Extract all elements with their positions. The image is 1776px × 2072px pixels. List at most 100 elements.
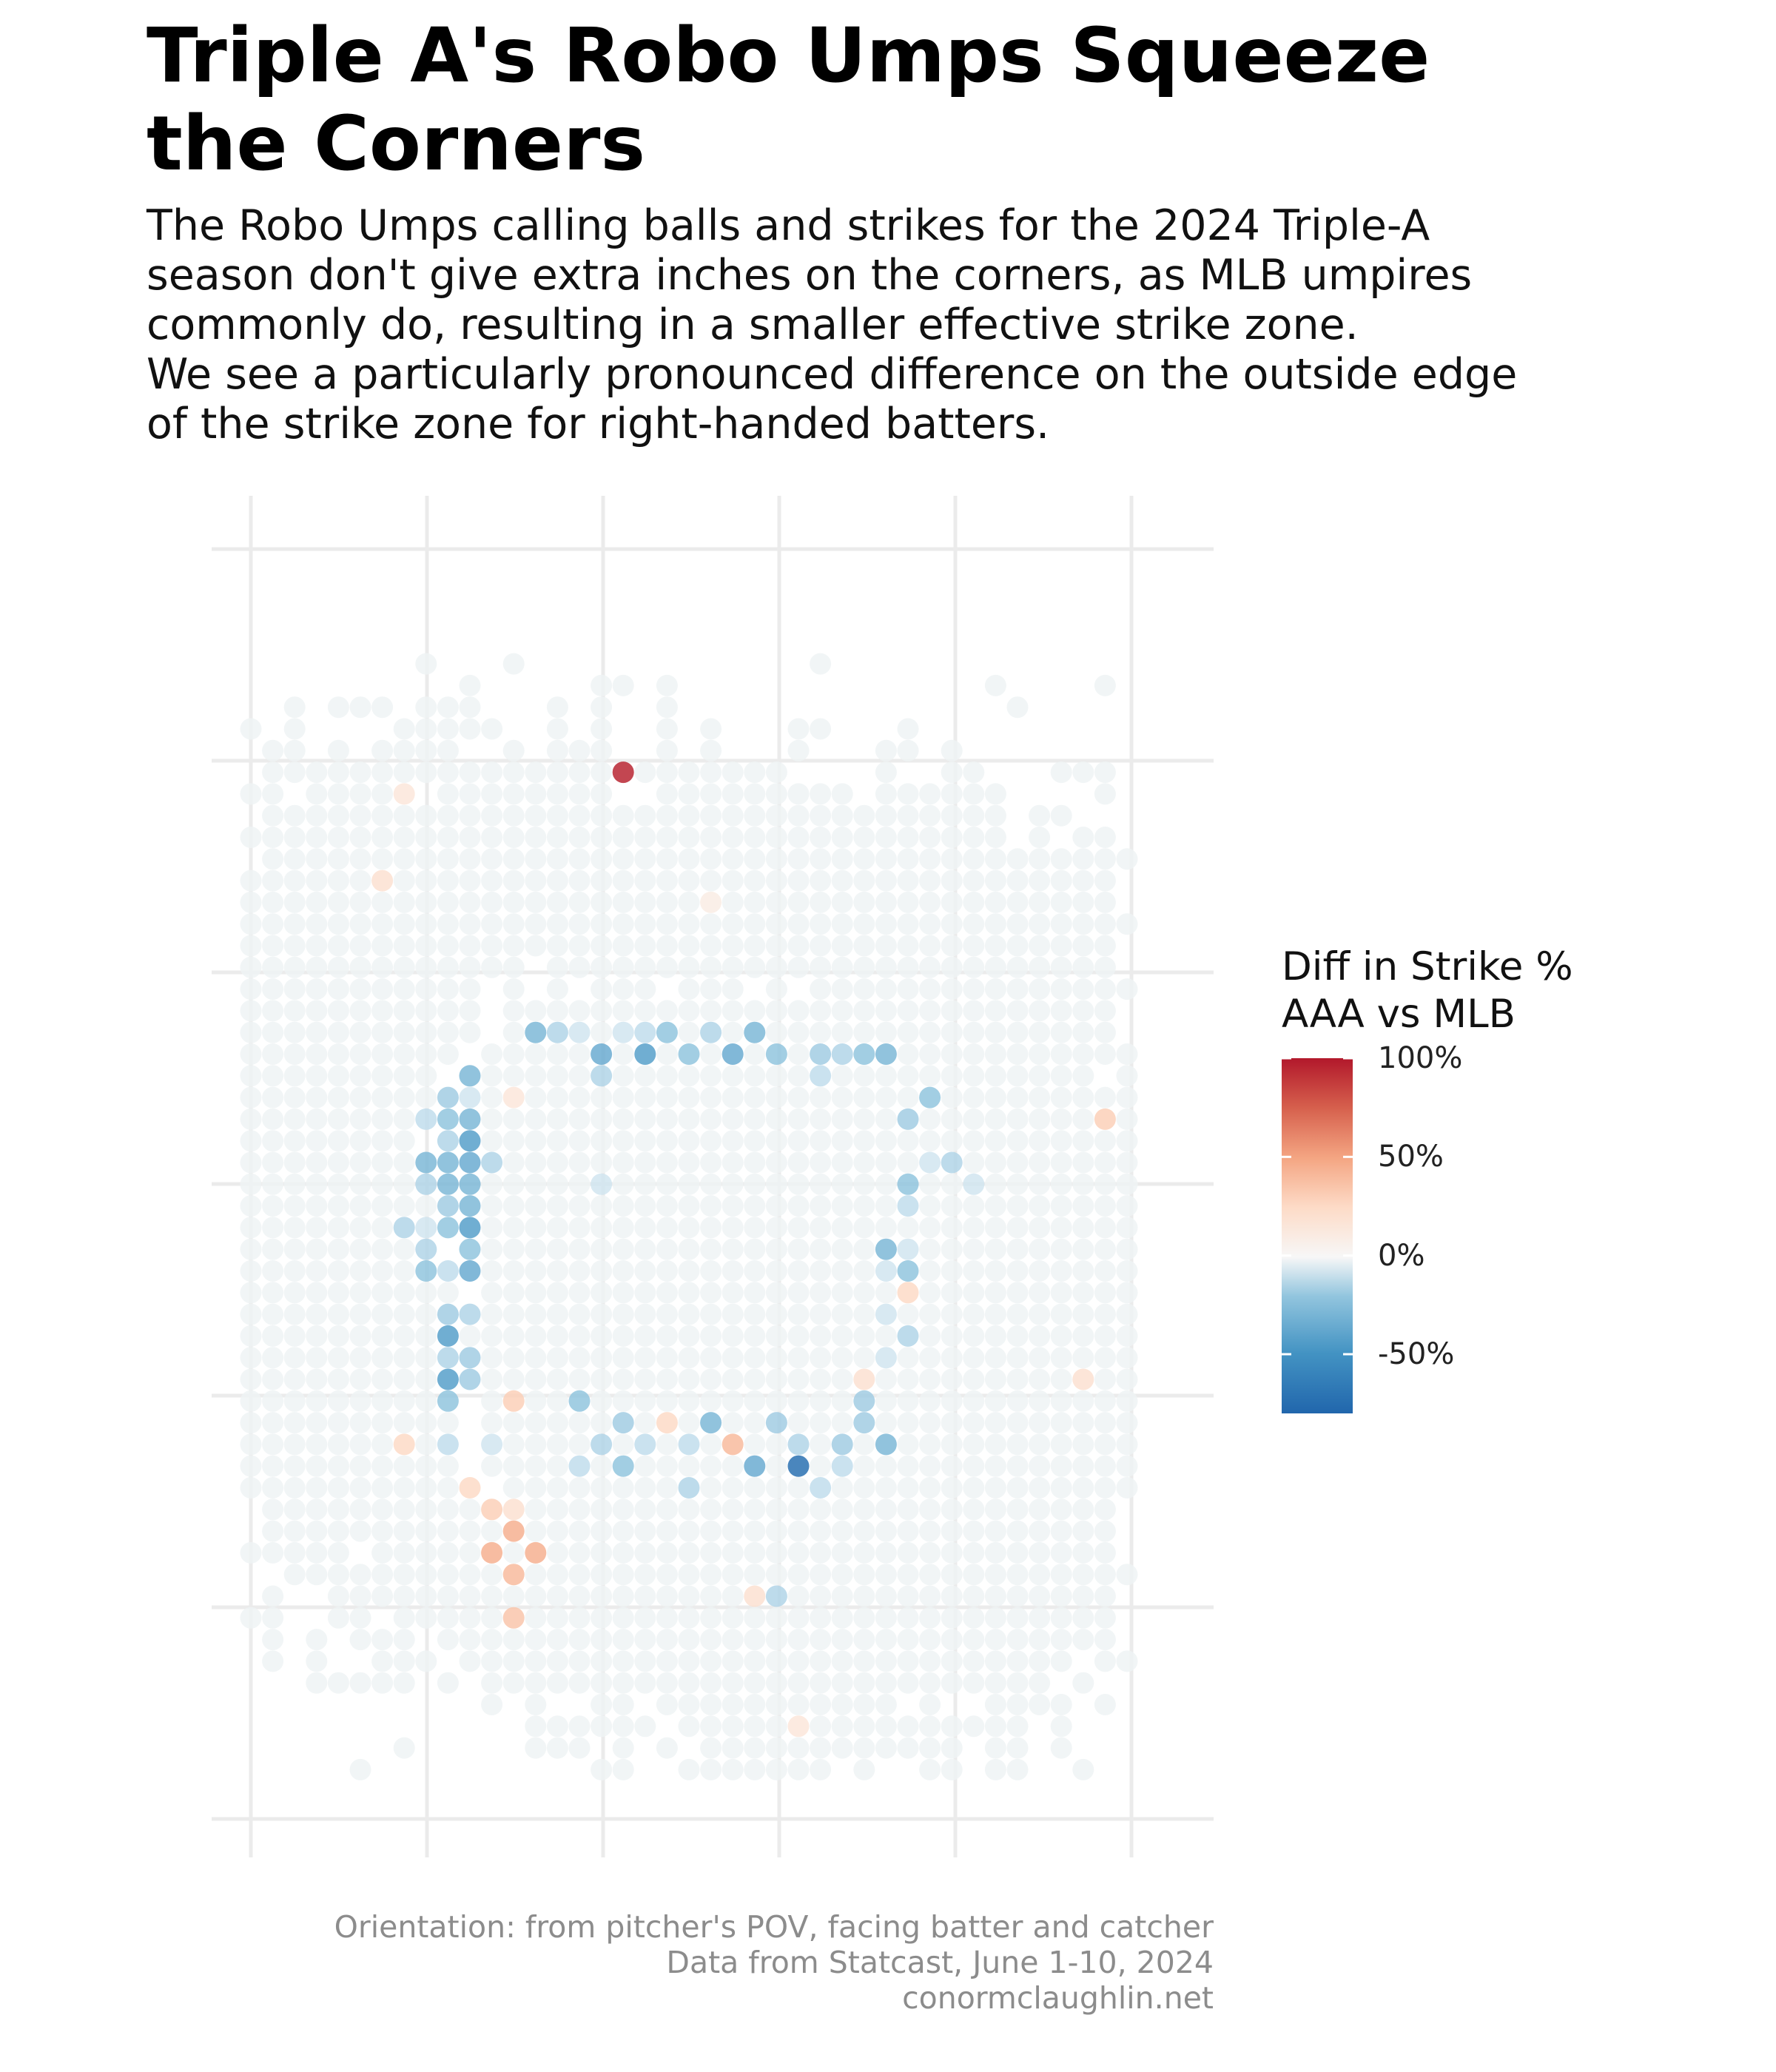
data-point	[591, 1282, 613, 1304]
data-point	[502, 1607, 525, 1629]
data-point	[963, 761, 985, 784]
data-point	[722, 1260, 744, 1282]
data-point	[327, 1043, 349, 1065]
data-point	[502, 761, 525, 784]
data-point	[656, 1412, 678, 1434]
data-point	[1116, 1650, 1138, 1672]
data-point	[1094, 1043, 1116, 1065]
data-point	[393, 891, 415, 913]
data-point	[941, 1390, 963, 1412]
data-point	[1072, 848, 1094, 870]
data-point	[502, 1520, 525, 1542]
data-point	[1006, 1412, 1029, 1434]
data-point	[612, 1347, 634, 1369]
data-point	[678, 956, 700, 978]
data-point	[919, 891, 941, 913]
data-point	[984, 1173, 1006, 1195]
data-point	[634, 1065, 656, 1087]
data-point	[591, 1585, 613, 1607]
data-point	[787, 1585, 810, 1607]
data-point	[963, 1260, 985, 1282]
data-point	[502, 1195, 525, 1217]
data-point	[568, 891, 591, 913]
data-point	[306, 1303, 328, 1325]
data-point	[963, 1433, 985, 1456]
data-point	[700, 1260, 722, 1282]
data-point	[875, 1412, 897, 1434]
data-point	[283, 718, 306, 740]
data-point	[634, 1303, 656, 1325]
data-point	[853, 1238, 875, 1260]
data-point	[525, 1151, 547, 1174]
data-point	[612, 1303, 634, 1325]
data-point	[1050, 891, 1072, 913]
data-point	[262, 1260, 284, 1282]
data-point	[1116, 1564, 1138, 1586]
data-point	[1094, 1130, 1116, 1152]
data-point	[1006, 1151, 1029, 1174]
data-point	[831, 1000, 853, 1022]
data-point	[831, 1325, 853, 1347]
data-point	[1050, 1541, 1072, 1564]
data-point	[831, 1043, 853, 1065]
data-point	[678, 827, 700, 848]
data-point	[787, 1260, 810, 1282]
data-point	[502, 978, 525, 1000]
data-point	[700, 804, 722, 827]
data-point	[1050, 1043, 1072, 1065]
data-point	[437, 761, 459, 784]
data-point	[831, 1564, 853, 1586]
data-point	[765, 1520, 787, 1542]
data-point	[568, 1043, 591, 1065]
data-point	[744, 1455, 766, 1477]
data-point	[875, 761, 897, 784]
data-point	[591, 761, 613, 784]
data-point	[875, 1455, 897, 1477]
data-point	[591, 783, 613, 805]
data-point	[393, 1065, 415, 1087]
data-point	[919, 913, 941, 935]
data-point	[415, 956, 437, 978]
data-point	[634, 848, 656, 870]
data-point	[327, 1455, 349, 1477]
data-point	[1006, 935, 1029, 957]
data-point	[787, 1000, 810, 1022]
data-point	[1116, 1303, 1138, 1325]
data-point	[459, 1173, 481, 1195]
data-point	[327, 739, 349, 761]
data-point	[1006, 1347, 1029, 1369]
data-point	[1072, 1520, 1094, 1542]
data-point	[700, 1217, 722, 1239]
data-point	[283, 978, 306, 1000]
data-point	[349, 891, 371, 913]
data-point	[678, 1043, 700, 1065]
data-point	[612, 1477, 634, 1498]
data-point	[481, 935, 503, 957]
data-point	[897, 718, 919, 740]
title-line-2: the Corners	[147, 100, 646, 188]
data-point	[327, 1086, 349, 1109]
data-point	[656, 1238, 678, 1260]
data-point	[525, 935, 547, 957]
data-point	[941, 1151, 963, 1174]
data-point	[678, 1173, 700, 1195]
data-point	[415, 1086, 437, 1109]
data-point	[415, 870, 437, 892]
legend-ticks	[1282, 1057, 1353, 1356]
data-point	[787, 1217, 810, 1239]
data-point	[787, 1737, 810, 1759]
data-point	[678, 783, 700, 805]
data-point	[1072, 1455, 1094, 1477]
data-point	[371, 1368, 394, 1390]
data-point	[591, 1694, 613, 1715]
data-point	[546, 1195, 568, 1217]
data-point	[919, 1282, 941, 1304]
data-point	[502, 1455, 525, 1477]
data-point	[744, 891, 766, 913]
data-point	[371, 1217, 394, 1239]
data-point	[853, 1282, 875, 1304]
data-point	[722, 1694, 744, 1715]
data-point	[1116, 1368, 1138, 1390]
data-point	[459, 1217, 481, 1239]
data-point	[1094, 1303, 1116, 1325]
